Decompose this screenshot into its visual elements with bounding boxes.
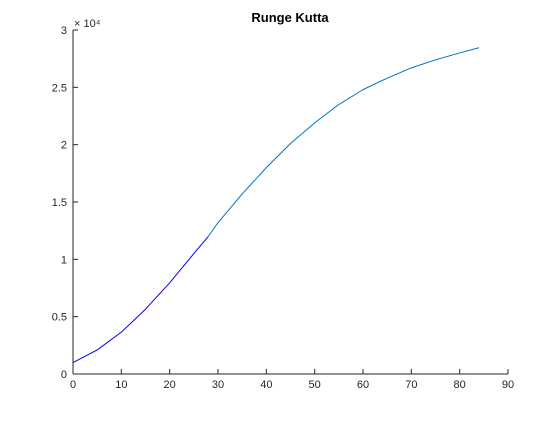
series-line-segment bbox=[72, 236, 209, 363]
x-tick-label: 70 bbox=[405, 379, 417, 391]
chart-title: Runge Kutta bbox=[251, 10, 329, 25]
y-tick-label: 2 bbox=[61, 140, 67, 152]
y-tick-label: 1.5 bbox=[52, 197, 67, 209]
x-tick-label: 80 bbox=[454, 379, 466, 391]
x-tick-label: 10 bbox=[115, 379, 127, 391]
x-tick-label: 40 bbox=[260, 379, 272, 391]
y-tick-label: 0 bbox=[61, 369, 67, 381]
x-tick-label: 90 bbox=[502, 379, 514, 391]
axes: 0 10 20 30 40 50 60 70 80 90 0 0.5 1 1.5 2 2.5 3 bbox=[52, 25, 514, 391]
x-tick-label: 60 bbox=[357, 379, 369, 391]
y-tick-label: 3 bbox=[61, 25, 67, 37]
x-tick-label: 50 bbox=[309, 379, 321, 391]
y-exponent-label: × 10⁴ bbox=[74, 18, 101, 30]
series-line-segment bbox=[207, 47, 480, 237]
y-tick-label: 0.5 bbox=[52, 312, 67, 324]
x-tick-label: 20 bbox=[164, 379, 176, 391]
x-tick-label: 30 bbox=[212, 379, 224, 391]
plot-area bbox=[72, 47, 480, 363]
x-tick-label: 0 bbox=[70, 379, 76, 391]
y-tick-label: 1 bbox=[61, 254, 67, 266]
y-tick-label: 2.5 bbox=[52, 82, 67, 94]
